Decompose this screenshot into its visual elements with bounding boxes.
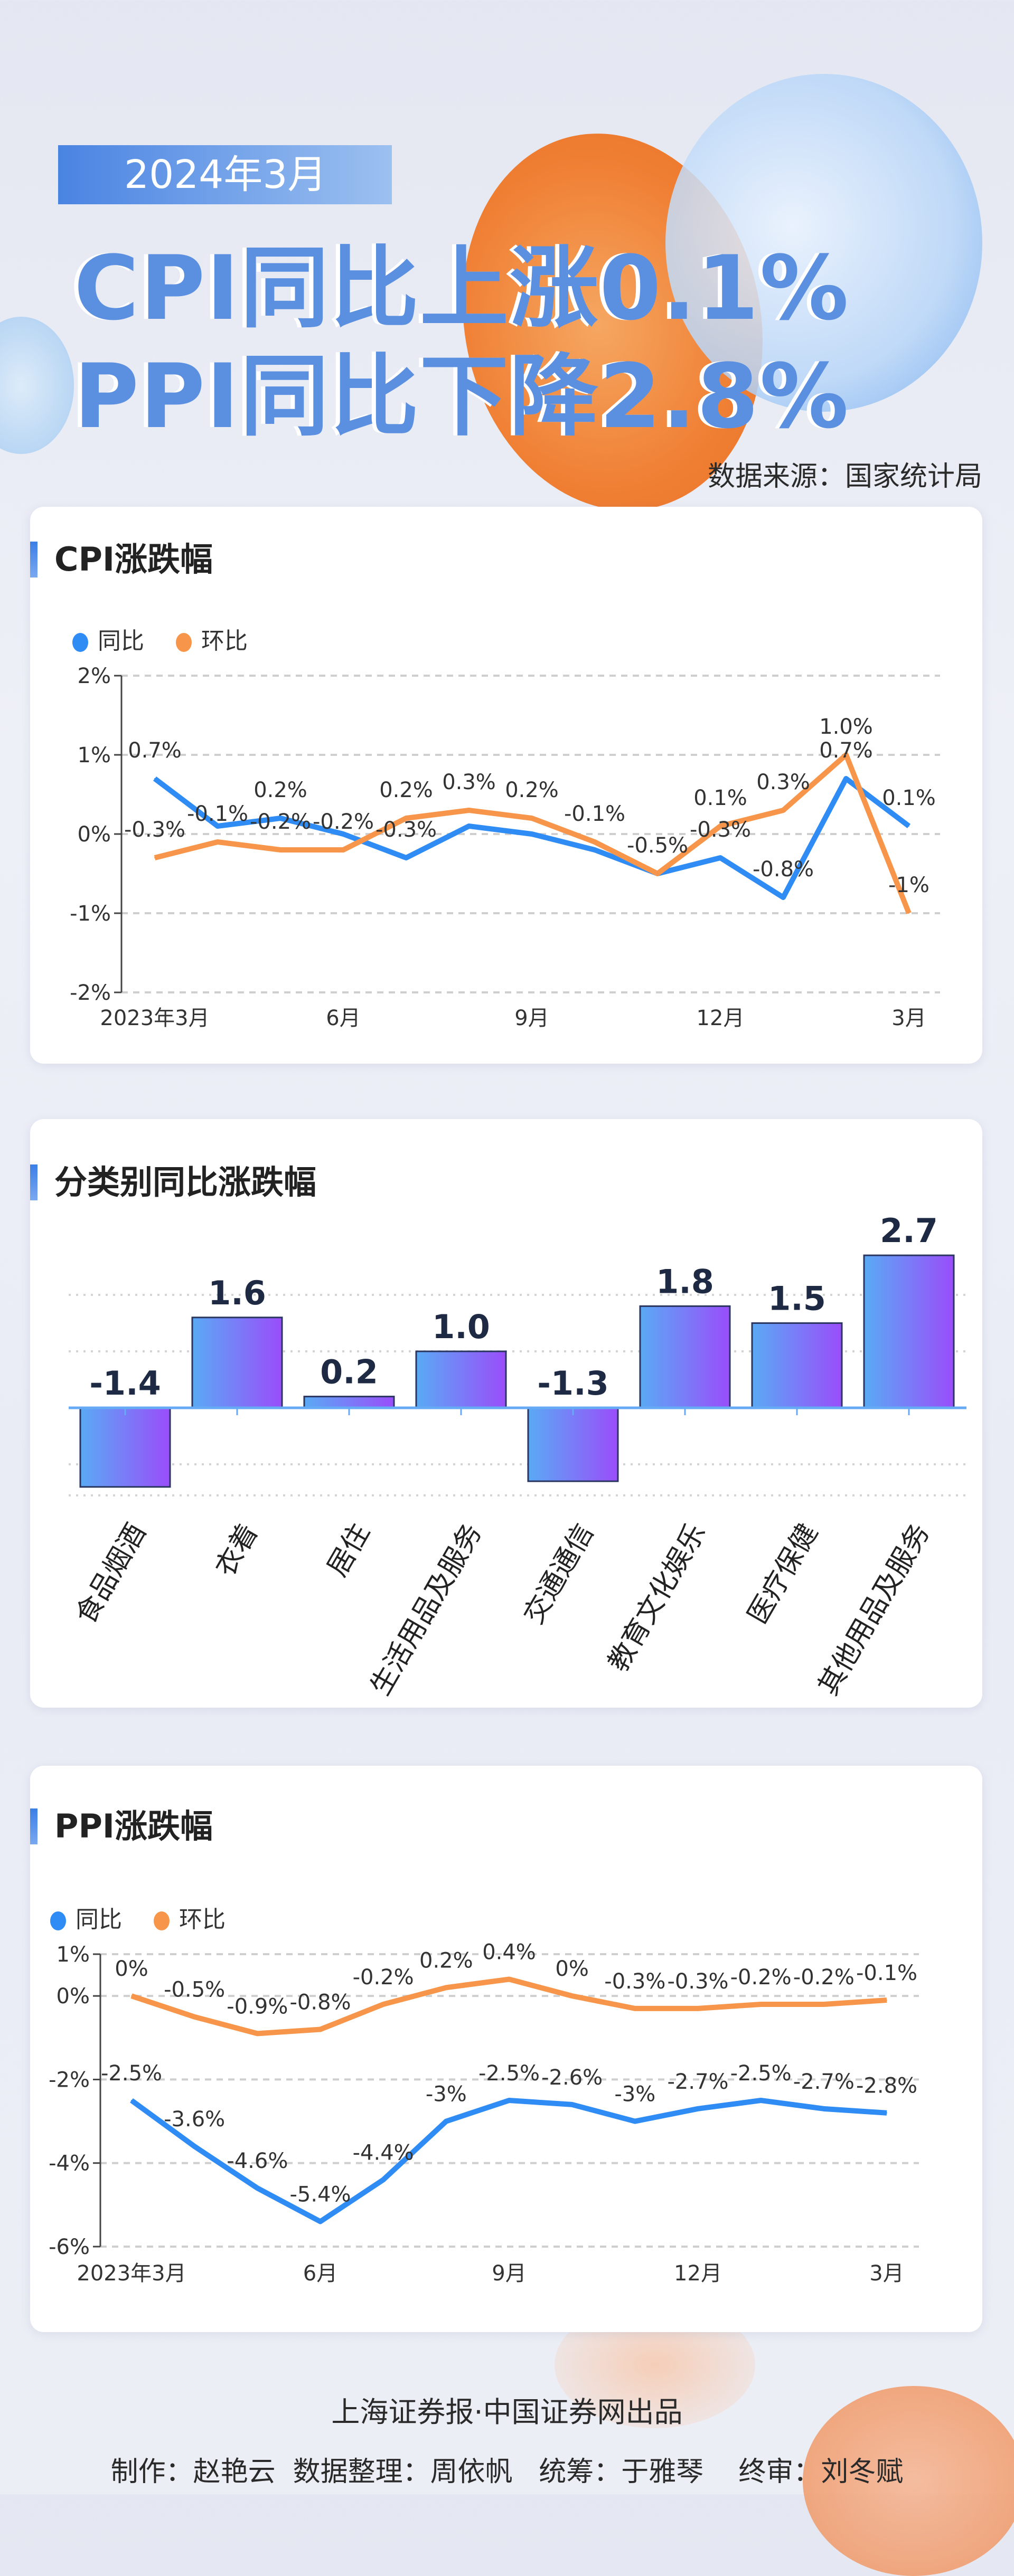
legend-dot-mom-icon — [154, 1911, 170, 1930]
category-card: 分类别同比涨跌幅 — [30, 1119, 982, 1708]
data-source: 数据来源：国家统计局 — [707, 461, 982, 493]
blue-glass-decoration — [0, 317, 74, 454]
legend-dot-yoy-icon — [72, 633, 88, 652]
legend-yoy-label: 同比 — [98, 628, 144, 655]
legend-dot-mom-icon — [176, 633, 192, 652]
legend-mom-label: 环比 — [179, 1906, 226, 1933]
legend-mom: 环比 — [176, 622, 248, 656]
ppi-card: PPI涨跌幅 同比 环比 — [30, 1766, 982, 2332]
legend-yoy-label: 同比 — [76, 1906, 122, 1933]
headline-cpi: CPI同比上涨0.1% — [74, 236, 850, 340]
publisher: 上海证券报·中国证券网出品 — [331, 2395, 683, 2429]
headline-ppi: PPI同比下降2.8% — [74, 345, 850, 448]
date-badge: 2024年3月 — [58, 145, 392, 204]
ppi-title: PPI涨跌幅 — [30, 1805, 213, 1848]
cpi-card: CPI涨跌幅 同比 环比 — [30, 507, 982, 1064]
legend-mom-label: 环比 — [201, 628, 248, 655]
blue-disc-decoration — [665, 74, 982, 412]
credits: 制作：赵艳云 数据整理：周依帆 统筹：于雅琴 终审：刘冬赋 — [110, 2456, 904, 2488]
legend-mom: 环比 — [154, 1900, 226, 1934]
legend-yoy: 同比 — [72, 622, 144, 656]
legend-dot-yoy-icon — [50, 1911, 66, 1930]
cpi-title: CPI涨跌幅 — [30, 538, 213, 581]
category-title: 分类别同比涨跌幅 — [30, 1161, 316, 1204]
ppi-legend: 同比 环比 — [50, 1900, 226, 1934]
legend-yoy: 同比 — [50, 1900, 122, 1934]
cpi-legend: 同比 环比 — [72, 622, 248, 656]
